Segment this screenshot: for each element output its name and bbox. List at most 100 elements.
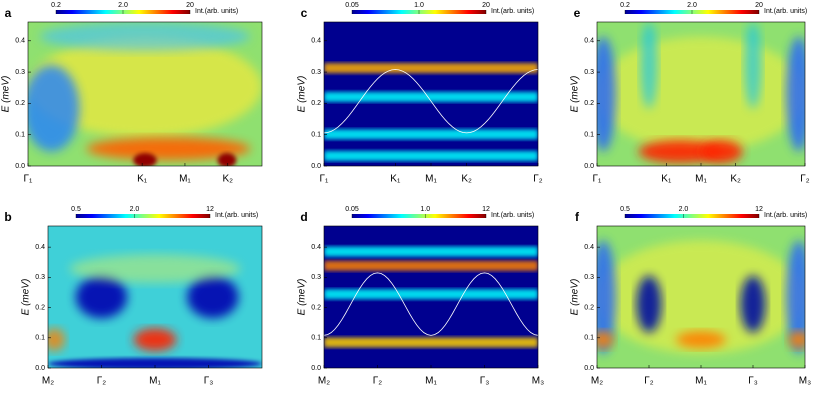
y-tick-label: 0.3 [584,274,594,281]
heatmap-image [48,226,262,368]
colorbar-tick-label: 2.0 [130,206,140,213]
panel: 0.0 0.1 0.2 0.3 0.4 M₂ Γ₂ M₁ Γ₃ E (meV) b 0.5 2.0 12I… [4,206,263,387]
intensity-blob [28,65,80,152]
intensity-blob [597,331,614,349]
colorbar [76,214,210,218]
x-tick-label: M₁ [149,376,161,387]
x-tick-label: K₂ [222,174,233,185]
y-tick-label: 0.3 [15,69,25,76]
x-tick-label: M₂ [42,376,54,387]
y-axis-title: E (meV) [297,76,308,113]
colorbar-label: Int.(arb. units) [215,212,258,219]
y-tick-label: 0.3 [311,274,321,281]
heatmap-image [597,22,805,166]
colorbar-tick-label: 20 [482,2,490,9]
colorbar-tick-label: 0.5 [71,206,81,213]
y-tick-label: 0.2 [15,100,25,107]
panel: 0.0 0.1 0.2 0.3 0.4 Γ₁ K₁ M₁ K₂ Γ₂ E (meV) c 0.05 1.0… [297,2,543,185]
x-tick-label: M₁ [695,174,707,185]
intensity-blob [788,331,805,349]
intensity-blob [597,36,805,152]
y-tick-label: 0.0 [584,365,594,372]
colorbar [352,214,486,218]
x-tick-label: M₁ [695,376,707,387]
y-tick-label: 0.0 [35,365,45,372]
panel-letter: d [300,210,307,224]
colorbar-tick-label: 12 [482,206,490,213]
x-tick-label: Γ₁ [24,174,34,185]
y-tick-label: 0.0 [584,163,594,170]
intensity-blob [740,275,766,333]
y-tick-label: 0.2 [311,304,321,311]
x-tick-label: M₁ [425,174,437,185]
colorbar-tick-label: 0.5 [620,206,630,213]
colorbar-tick-label: 0.2 [51,2,61,9]
band [324,91,538,102]
intensity-blob [133,328,177,351]
band [324,150,538,161]
panel: 0.0 0.1 0.2 0.3 0.4 Γ₁ K₁ M₁ K₂ Γ₂ E (meV) e 0.2 2.0 2… [570,2,810,185]
y-tick-label: 0.4 [584,38,594,45]
heatmap-image [597,226,805,368]
x-tick-label: M₁ [179,174,191,185]
dispersion-curve [324,272,538,336]
intensity-blob [676,331,726,349]
colorbar-tick-label: 12 [755,206,763,213]
colorbar-tick-label: 12 [206,206,214,213]
intensity-blob [187,275,239,319]
y-axis-title: E (meV) [21,279,32,316]
x-tick-label: M₃ [799,376,811,387]
y-tick-label: 0.0 [311,365,321,372]
y-tick-label: 0.1 [584,335,594,342]
colorbar-label: Int.(arb. units) [195,8,238,15]
x-tick-label: K₁ [137,174,148,185]
intensity-blob [217,153,237,166]
x-tick-label: K₂ [730,174,741,185]
y-axis-title: E (meV) [570,279,581,316]
y-axis-title: E (meV) [1,76,12,113]
y-tick-label: 0.2 [35,304,45,311]
intensity-blob [636,275,662,333]
y-tick-label: 0.4 [311,244,321,251]
colorbar-tick-label: 1.0 [414,2,424,9]
band [324,337,538,348]
y-tick-label: 0.4 [311,38,321,45]
band [324,63,538,74]
x-tick-label: K₁ [661,174,672,185]
intensity-blob [786,36,805,152]
y-tick-label: 0.3 [35,274,45,281]
panel-letter: f [575,210,580,224]
intensity-blob [786,240,805,354]
y-tick-label: 0.0 [311,163,321,170]
band [324,129,538,140]
y-tick-label: 0.1 [35,335,45,342]
x-tick-label: M₃ [532,376,544,387]
intensity-blob [701,140,743,164]
y-tick-label: 0.4 [584,244,594,251]
y-tick-label: 0.2 [584,100,594,107]
x-tick-label: Γ₃ [480,376,490,387]
x-tick-label: M₂ [591,376,603,387]
intensity-blob [133,153,157,166]
intensity-blob [638,140,722,164]
colorbar-label: Int.(arb. units) [764,212,807,219]
intensity-blob [48,328,66,351]
dispersion-curve [324,69,538,134]
colorbar-tick-label: 0.2 [620,2,630,9]
band [324,289,538,300]
colorbar-tick-label: 2.0 [679,206,689,213]
y-tick-label: 0.1 [311,132,321,139]
heatmap-image [324,226,538,368]
colorbar-tick-label: 0.05 [345,206,359,213]
band [324,260,538,271]
panel-letter: b [4,210,11,224]
colorbar-tick-label: 20 [755,2,763,9]
intensity-blob [744,22,762,109]
colorbar-tick-label: 20 [186,2,194,9]
y-tick-label: 0.1 [15,132,25,139]
panel-letter: a [5,6,12,20]
panel: 0.0 0.1 0.2 0.3 0.4 M₂ Γ₂ M₁ Γ₃ M₃ E (meV) d 0.05 1.0… [297,206,545,387]
y-tick-label: 0.3 [584,69,594,76]
intensity-blob [28,36,262,138]
